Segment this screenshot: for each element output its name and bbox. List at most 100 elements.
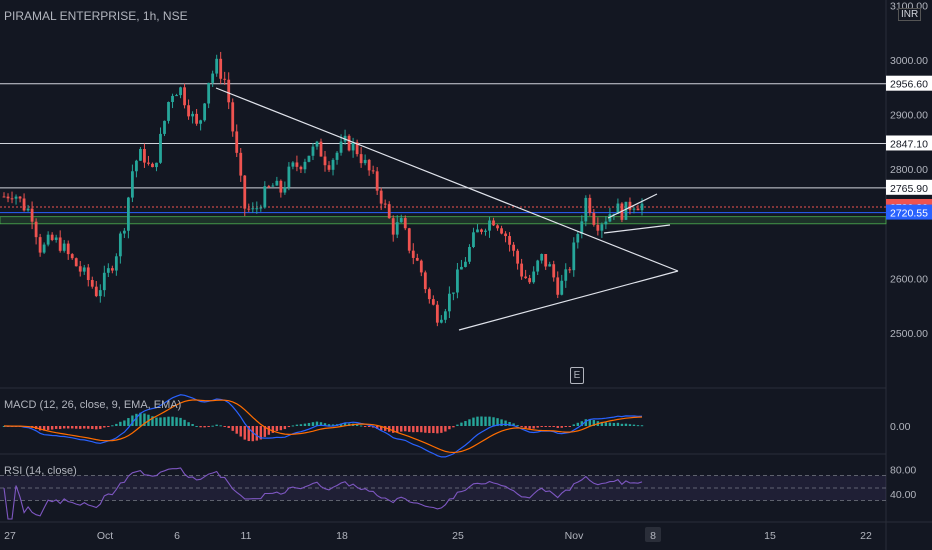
candle-body bbox=[516, 250, 520, 264]
level-tag-bg bbox=[886, 75, 932, 91]
candle-body bbox=[592, 212, 596, 225]
macd-histogram-bar bbox=[163, 417, 166, 426]
candle-body bbox=[383, 203, 387, 205]
macd-histogram-bar bbox=[231, 426, 234, 431]
macd-histogram-bar bbox=[183, 419, 186, 426]
macd-histogram-bar bbox=[315, 421, 319, 426]
candle-body bbox=[391, 218, 395, 235]
candle-body bbox=[62, 243, 66, 251]
candle-body bbox=[476, 229, 479, 233]
candle-body bbox=[544, 253, 548, 267]
candle-body bbox=[98, 290, 102, 297]
currency-badge[interactable]: INR bbox=[898, 8, 922, 21]
candle-body bbox=[307, 155, 311, 162]
candle-body bbox=[423, 272, 427, 290]
macd-histogram-bar bbox=[103, 426, 106, 428]
macd-histogram-bar bbox=[512, 423, 515, 426]
price-tick-label: 2900.00 bbox=[890, 110, 928, 122]
candle-body bbox=[211, 73, 215, 83]
macd-histogram-bar bbox=[375, 426, 379, 429]
candle-body bbox=[287, 166, 291, 188]
earnings-marker[interactable]: E bbox=[570, 367, 584, 384]
macd-histogram-bar bbox=[119, 421, 122, 426]
candle-body bbox=[231, 102, 235, 132]
macd-histogram-bar bbox=[239, 426, 242, 437]
candle-body bbox=[90, 280, 94, 287]
time-tick-highlight bbox=[645, 527, 661, 542]
candle-body bbox=[411, 250, 415, 258]
macd-histogram-bar bbox=[452, 426, 455, 428]
candle-body bbox=[375, 171, 379, 191]
macd-histogram-bar bbox=[75, 426, 78, 429]
macd-histogram-bar bbox=[576, 422, 579, 426]
macd-label: MACD (12, 26, close, 9, EMA, EMA) bbox=[4, 399, 182, 411]
macd-histogram-bar bbox=[115, 423, 118, 426]
macd-histogram-bar bbox=[159, 417, 162, 426]
macd-histogram-bar bbox=[436, 426, 439, 434]
candle-body bbox=[468, 247, 471, 262]
candle-body bbox=[496, 225, 499, 229]
candle-body bbox=[347, 135, 351, 151]
candle-body bbox=[147, 162, 150, 164]
candle-body bbox=[576, 233, 580, 243]
candle-body bbox=[271, 185, 275, 187]
macd-histogram-bar bbox=[54, 426, 58, 429]
candle-body bbox=[2, 196, 6, 198]
level-tag-label: 2956.60 bbox=[890, 79, 928, 91]
candle-body bbox=[339, 141, 343, 153]
macd-histogram-bar bbox=[564, 426, 567, 427]
time-tick-label: 8 bbox=[650, 530, 656, 542]
macd-histogram-bar bbox=[271, 426, 275, 433]
macd-histogram-bar bbox=[480, 416, 483, 426]
macd-histogram-bar bbox=[484, 416, 487, 426]
macd-histogram-bar bbox=[363, 426, 367, 427]
candle-body bbox=[106, 268, 110, 273]
candle-body bbox=[367, 159, 371, 171]
candle-body bbox=[114, 256, 118, 271]
time-tick-label: 6 bbox=[174, 530, 180, 542]
candle-body bbox=[512, 244, 515, 251]
trendline bbox=[603, 224, 671, 234]
candle-body bbox=[94, 286, 98, 297]
macd-histogram-bar bbox=[83, 426, 86, 429]
macd-histogram-bar bbox=[572, 424, 575, 426]
macd-histogram-bar bbox=[123, 420, 126, 426]
macd-histogram-bar bbox=[111, 425, 114, 427]
macd-histogram-bar bbox=[548, 426, 551, 427]
macd-histogram-bar bbox=[243, 426, 246, 440]
candle-body bbox=[215, 58, 219, 74]
candle-body bbox=[167, 102, 170, 121]
candle-body bbox=[131, 171, 134, 198]
macd-histogram-bar bbox=[331, 424, 335, 426]
macd-histogram-bar bbox=[42, 426, 46, 431]
macd-histogram-bar bbox=[496, 418, 499, 426]
candle-body bbox=[239, 152, 243, 176]
candle-body bbox=[102, 272, 106, 291]
candle-body bbox=[600, 224, 604, 231]
macd-histogram-bar bbox=[520, 426, 523, 427]
candle-body bbox=[608, 214, 612, 222]
macd-histogram-bar bbox=[392, 426, 395, 433]
macd-tick-label: 0.00 bbox=[890, 421, 911, 433]
macd-histogram-bar bbox=[135, 413, 138, 426]
time-tick-label: 27 bbox=[4, 530, 16, 542]
candle-body bbox=[179, 87, 182, 96]
macd-histogram-bar bbox=[307, 422, 311, 426]
time-tick-label: 18 bbox=[336, 530, 348, 542]
candle-body bbox=[484, 230, 487, 232]
candle-body bbox=[135, 160, 138, 172]
candle-body bbox=[74, 258, 78, 267]
candle-body bbox=[387, 204, 391, 219]
candle-body bbox=[195, 113, 199, 124]
candle-body bbox=[38, 237, 42, 253]
candle-body bbox=[66, 243, 70, 255]
macd-histogram-bar bbox=[67, 426, 70, 429]
candle-body bbox=[636, 208, 640, 211]
candle-body bbox=[399, 218, 403, 223]
macd-histogram-bar bbox=[339, 423, 343, 426]
candle-body bbox=[243, 175, 247, 209]
macd-histogram-bar bbox=[428, 426, 431, 434]
candle-body bbox=[26, 208, 30, 211]
candle-body bbox=[415, 257, 419, 261]
